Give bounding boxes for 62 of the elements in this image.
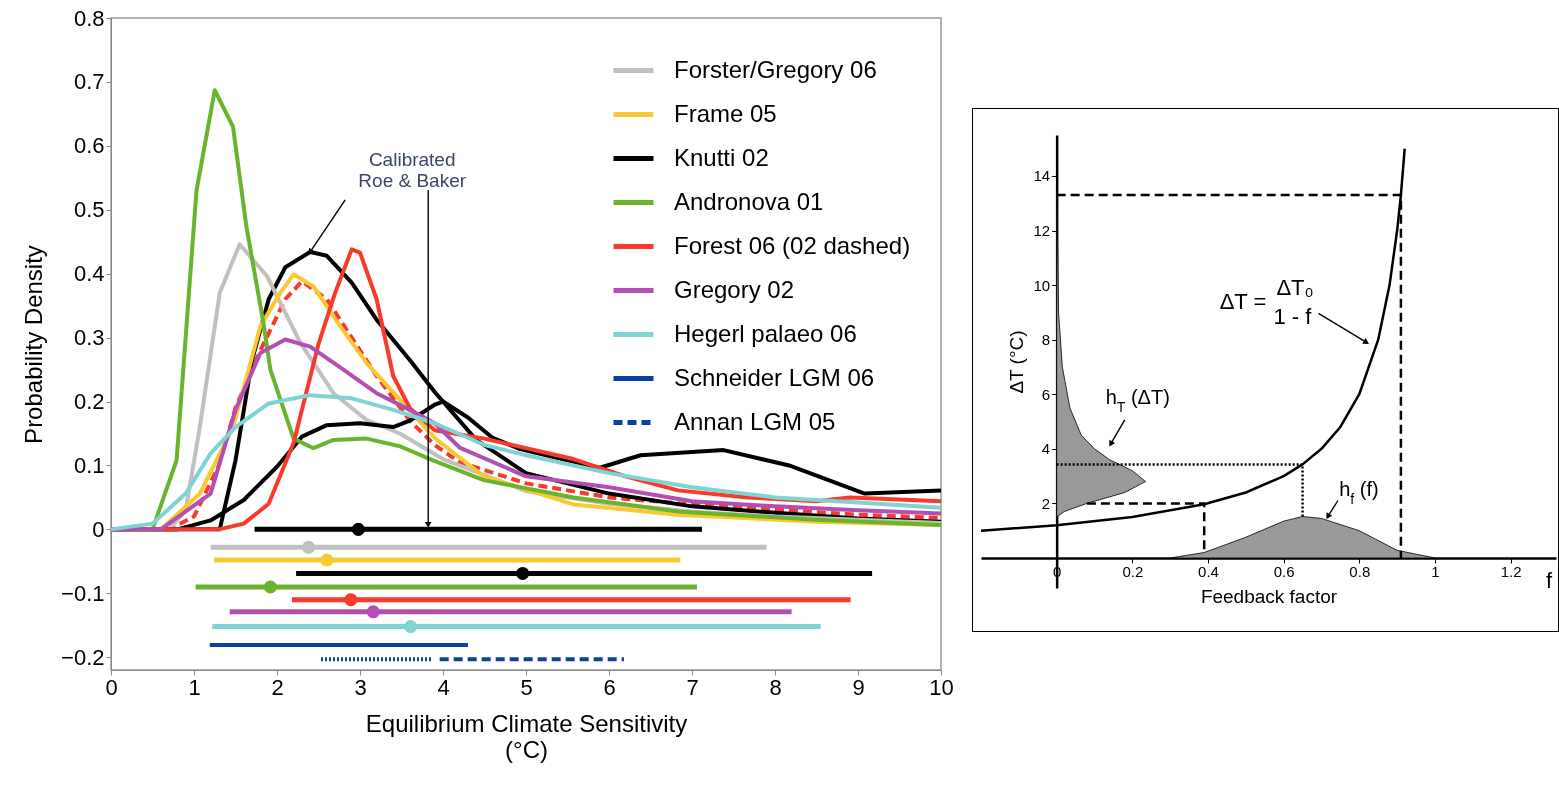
point [366, 605, 380, 619]
y-tick-label: 10 [1033, 276, 1051, 294]
y-axis-title: Probability Density [20, 245, 48, 444]
annotation: h$_{T}$ (ΔT) [1105, 385, 1170, 415]
y-tick-label: −0.1 [61, 580, 105, 606]
annotation: f [1545, 568, 1553, 593]
annotation: Calibrated Roe & Baker [358, 148, 467, 191]
y-tick-label: 12 [1033, 222, 1051, 240]
annotation: ΔT₀ [1276, 275, 1314, 300]
x-tick-label: 8 [769, 674, 782, 700]
legend-label: Gregory 02 [674, 275, 795, 303]
y-tick-label: 0.1 [73, 452, 105, 478]
x-axis-title: Equilibrium Climate Sensitivity (°C) [365, 709, 688, 763]
x-tick-label: 1 [188, 674, 201, 700]
y-tick-label: 0 [92, 516, 105, 542]
x-tick-label: 0.6 [1273, 563, 1295, 581]
annotation: 1 - f [1273, 304, 1313, 330]
y-tick-label: 0.8 [73, 5, 105, 31]
x-tick-label: 3 [354, 674, 367, 700]
legend-label: Frame 05 [674, 99, 777, 127]
legend-label: Annan LGM 05 [674, 407, 836, 435]
x-tick-label: 0.4 [1198, 563, 1219, 581]
point [344, 593, 358, 607]
legend-label: Forest 06 (02 dashed) [674, 231, 911, 259]
legend-label: Schneider LGM 06 [674, 363, 875, 391]
x-tick-label: 7 [686, 674, 699, 700]
x-tick-label: 5 [520, 674, 533, 700]
x-tick-label: 4 [437, 674, 450, 700]
x-tick-label: 9 [852, 674, 865, 700]
y-tick-label: 0.2 [73, 389, 105, 415]
y-tick-label: 4 [1041, 440, 1051, 458]
legend-label: Hegerl palaeo 06 [674, 319, 857, 347]
y-tick-label: 0.3 [73, 325, 105, 351]
y-tick-label: −0.2 [61, 644, 105, 670]
x-tick-label: 0.2 [1122, 563, 1144, 581]
y-tick-label: 0.5 [73, 197, 105, 223]
point [351, 522, 365, 536]
y-axis-title: ΔT (°C) [1006, 330, 1028, 394]
point [263, 580, 277, 594]
legend-label: Andronova 01 [674, 187, 824, 215]
y-tick-label: 6 [1041, 385, 1051, 403]
y-tick-label: 8 [1041, 331, 1051, 349]
x-tick-label: 0.8 [1349, 563, 1371, 581]
point [404, 620, 418, 634]
legend-label: Forster/Gregory 06 [674, 55, 877, 83]
y-tick-label: 14 [1033, 167, 1051, 185]
point [320, 553, 334, 567]
annotation: ΔT = [1219, 289, 1267, 314]
x-tick-label: 2 [271, 674, 284, 700]
x-tick-label: 10 [929, 674, 954, 700]
legend-label: Knutti 02 [674, 143, 769, 171]
y-tick-label: 0.7 [73, 69, 105, 95]
y-tick-label: 0.6 [73, 133, 105, 159]
point [516, 566, 530, 580]
x-tick-label: 1.2 [1500, 563, 1522, 581]
x-tick-label: 6 [603, 674, 616, 700]
x-tick-label: 1 [1431, 563, 1440, 581]
annotation: h$_{f}$ (f) [1339, 477, 1379, 507]
x-axis-title: Feedback factor [1200, 586, 1338, 608]
point [302, 540, 316, 554]
y-tick-label: 2 [1041, 494, 1051, 512]
y-tick-label: 0.4 [73, 261, 105, 287]
